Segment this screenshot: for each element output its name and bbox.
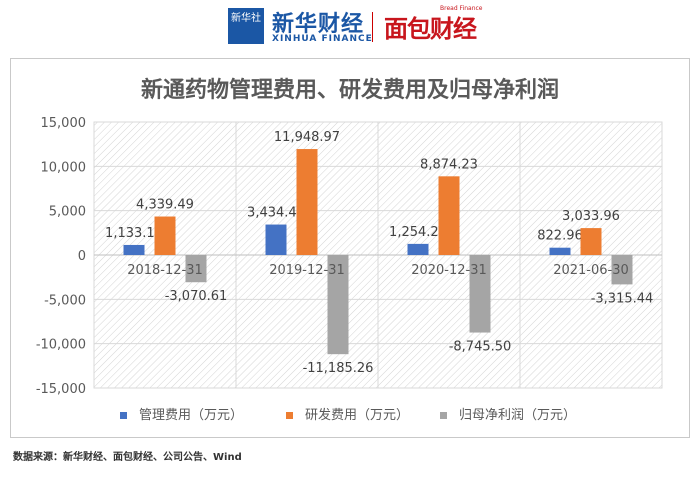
y-tick-label: 10,000: [41, 160, 87, 175]
data-label: -3,315.44: [591, 291, 654, 306]
legend-swatch-profit: [440, 412, 447, 419]
data-label: 3,033.96: [562, 209, 620, 224]
mianbao-logo: 面包财经: [384, 15, 477, 43]
x-tick-label: 2018-12-31: [127, 263, 203, 278]
mianbao-logo-en: Bread Finance: [440, 5, 483, 12]
bar: [438, 176, 460, 255]
bar: [327, 255, 349, 355]
bar: [611, 255, 633, 285]
data-label: 1,254.20: [389, 225, 447, 240]
data-label: 4,339.49: [136, 198, 194, 213]
data-label: 3,434.43: [247, 206, 305, 221]
xinhua-finance-logo-cn: 新华财经: [272, 11, 365, 37]
bar: [296, 149, 318, 255]
bar: [407, 243, 429, 255]
x-tick-label: 2020-12-31: [411, 263, 487, 278]
xinhua-logo: 新华社: [228, 8, 264, 44]
bar: [469, 255, 491, 333]
chart-title: 新通药物管理费用、研发费用及归母净利润: [140, 78, 559, 103]
data-label: 11,948.97: [274, 130, 340, 145]
data-label: 8,874.23: [420, 157, 478, 172]
header: 新华社 新华财经 XINHUA FINANCE 面包财经 Bread Finan…: [0, 0, 700, 55]
legend-label-profit: 归母净利润（万元）: [459, 408, 577, 423]
y-tick-label: 0: [78, 249, 86, 264]
source-note: 数据来源：新华财经、面包财经、公司公告、Wind: [13, 452, 242, 463]
plot-area: 15,000 10,000 5,000 0 -5,000 -10,000 -15,000 1,…: [36, 116, 663, 397]
bar: [265, 224, 287, 255]
data-label: -8,745.50: [449, 340, 512, 355]
bar: [549, 247, 571, 255]
y-tick-label: 15,000: [41, 116, 87, 131]
y-tick-label: -5,000: [44, 293, 86, 308]
legend-item-profit: 归母净利润（万元）: [440, 404, 576, 423]
bar: [580, 228, 602, 255]
bar: [123, 244, 145, 255]
data-label: -3,070.61: [165, 289, 228, 304]
bar: [185, 255, 207, 283]
chart-frame: [10, 58, 690, 438]
bar: [154, 216, 176, 255]
data-label: 822.96: [537, 229, 583, 244]
logo-divider: [372, 12, 373, 42]
legend-item-rd: 研发费用（万元）: [286, 404, 409, 423]
xinhua-finance-logo-en: XINHUA FINANCE: [272, 34, 373, 44]
x-tick-label: 2021-06-30: [553, 263, 629, 278]
legend-label-admin: 管理费用（万元）: [139, 408, 244, 423]
legend-swatch-admin: [120, 412, 127, 419]
legend-item-admin: 管理费用（万元）: [120, 404, 243, 423]
legend-label-rd: 研发费用（万元）: [305, 408, 410, 423]
y-tick-label: 5,000: [49, 205, 86, 220]
y-tick-label: -10,000: [36, 338, 86, 353]
legend-swatch-rd: [286, 412, 293, 419]
data-label: 1,133.10: [105, 226, 163, 241]
data-label: -11,185.26: [303, 361, 374, 376]
y-tick-label: -15,000: [36, 382, 86, 397]
xinhua-badge-text: 新华社: [231, 13, 261, 24]
x-tick-label: 2019-12-31: [269, 263, 345, 278]
